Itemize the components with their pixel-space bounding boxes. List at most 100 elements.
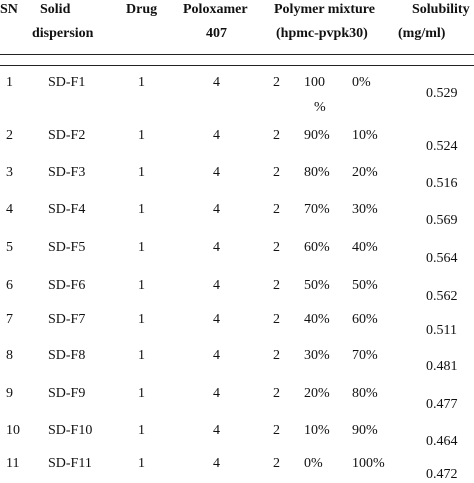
- table-cell-poloxamer: 4: [213, 165, 220, 180]
- header-polymer-mixture: Polymer mixture: [274, 2, 375, 17]
- header-solubility: Solubility: [412, 2, 470, 17]
- table-cell-drug: 1: [138, 386, 145, 401]
- table-cell-pvp: 90%: [352, 423, 378, 438]
- table-cell-hpmc: 80%: [304, 165, 330, 180]
- table-cell-solid-dispersion: SD-F6: [48, 278, 86, 293]
- header-dispersion: dispersion: [32, 26, 94, 41]
- header-solid: Solid: [40, 2, 71, 17]
- table-cell-hpmc: 50%: [304, 278, 330, 293]
- table-cell-mixture-ratio: 2: [273, 348, 280, 363]
- table-cell-drug: 1: [138, 165, 145, 180]
- table-cell-mixture-ratio: 2: [273, 240, 280, 255]
- table-cell-pvp: 0%: [352, 75, 371, 90]
- table-cell-solid-dispersion: SD-F5: [48, 240, 86, 255]
- table-cell-solubility: 0.511: [426, 323, 457, 338]
- table-cell-mixture-ratio: 2: [273, 128, 280, 143]
- table-cell-pvp: 10%: [352, 128, 378, 143]
- table-cell-sn: 7: [6, 312, 13, 327]
- table-cell-hpmc: 20%: [304, 386, 330, 401]
- header-hpmc-pvpk30: (hpmc-pvpk30): [276, 26, 368, 41]
- table-cell-solid-dispersion: SD-F1: [48, 75, 86, 90]
- table-cell-sn: 1: [6, 75, 13, 90]
- table-cell-pvp: 60%: [352, 312, 378, 327]
- table-cell-drug: 1: [138, 456, 145, 471]
- table-cell-solid-dispersion: SD-F3: [48, 165, 86, 180]
- table-cell-poloxamer: 4: [213, 75, 220, 90]
- table-cell-mixture-ratio: 2: [273, 456, 280, 471]
- table-cell-pvp: 30%: [352, 202, 378, 217]
- table-cell-hpmc: 60%: [304, 240, 330, 255]
- table-cell-poloxamer: 4: [213, 423, 220, 438]
- table-cell-solubility: 0.569: [426, 213, 458, 228]
- table-cell-solubility: 0.564: [426, 251, 458, 266]
- table-cell-pvp: 70%: [352, 348, 378, 363]
- table-cell-mixture-ratio: 2: [273, 278, 280, 293]
- table-cell-hpmc: 40%: [304, 312, 330, 327]
- table-cell-sn: 9: [6, 386, 13, 401]
- table-cell-drug: 1: [138, 75, 145, 90]
- table-cell-solid-dispersion: SD-F8: [48, 348, 86, 363]
- table-cell-solid-dispersion: SD-F4: [48, 202, 86, 217]
- table-cell-pvp: 80%: [352, 386, 378, 401]
- table-cell-mixture-ratio: 2: [273, 386, 280, 401]
- table-cell-mixture-ratio: 2: [273, 312, 280, 327]
- header-poloxamer-407: 407: [206, 26, 227, 41]
- table-cell-solubility: 0.562: [426, 289, 458, 304]
- table-cell-sn: 10: [6, 423, 20, 438]
- header-top-rule: [0, 54, 474, 55]
- table-cell-sn: 5: [6, 240, 13, 255]
- table-cell-solubility: 0.477: [426, 397, 458, 412]
- table-cell-drug: 1: [138, 312, 145, 327]
- table-cell-poloxamer: 4: [213, 240, 220, 255]
- table-cell-solubility: 0.516: [426, 176, 458, 191]
- table-cell-pvp: 40%: [352, 240, 378, 255]
- table-cell-sn: 2: [6, 128, 13, 143]
- table-cell-poloxamer: 4: [213, 348, 220, 363]
- table-cell-hpmc: 90%: [304, 128, 330, 143]
- table-cell-solid-dispersion: SD-F10: [48, 423, 93, 438]
- table-cell-sn: 4: [6, 202, 13, 217]
- table-cell-solubility: 0.464: [426, 434, 458, 449]
- table-cell-sn: 8: [6, 348, 13, 363]
- table-cell-solubility: 0.529: [426, 86, 458, 101]
- header-mg-ml: (mg/ml): [398, 26, 446, 41]
- table-cell-pvp: 20%: [352, 165, 378, 180]
- table-cell-hpmc: 10%: [304, 423, 330, 438]
- table-cell-mixture-ratio: 2: [273, 165, 280, 180]
- table-cell-poloxamer: 4: [213, 278, 220, 293]
- table-cell-mixture-ratio: 2: [273, 202, 280, 217]
- table-cell-drug: 1: [138, 128, 145, 143]
- table-cell-pvp: 100%: [352, 456, 385, 471]
- table-cell-solubility: 0.472: [426, 467, 458, 482]
- table-cell-solubility: 0.481: [426, 359, 458, 374]
- table-cell-hpmc: 0%: [304, 456, 323, 471]
- table-cell-drug: 1: [138, 202, 145, 217]
- header-drug: Drug: [126, 2, 158, 17]
- table-cell-drug: 1: [138, 423, 145, 438]
- table-cell-poloxamer: 4: [213, 312, 220, 327]
- table-cell-drug: 1: [138, 278, 145, 293]
- table-cell-poloxamer: 4: [213, 386, 220, 401]
- table-cell-mixture-ratio: 2: [273, 423, 280, 438]
- table-cell-hpmc: 70%: [304, 202, 330, 217]
- table-cell-drug: 1: [138, 240, 145, 255]
- table-cell-solid-dispersion: SD-F2: [48, 128, 86, 143]
- table-cell-solubility: 0.524: [426, 139, 458, 154]
- table-cell-mixture-ratio: 2: [273, 75, 280, 90]
- table-cell-solid-dispersion: SD-F9: [48, 386, 86, 401]
- table-cell-sn: 3: [6, 165, 13, 180]
- table-cell-hpmc: 30%: [304, 348, 330, 363]
- header-bottom-rule: [0, 65, 474, 66]
- table-cell-drug: 1: [138, 348, 145, 363]
- table-cell-poloxamer: 4: [213, 202, 220, 217]
- table-cell-solid-dispersion: SD-F11: [48, 456, 92, 471]
- table-cell-poloxamer: 4: [213, 456, 220, 471]
- table-cell-poloxamer: 4: [213, 128, 220, 143]
- header-sn: SN: [0, 2, 18, 17]
- table-cell-sn: 6: [6, 278, 13, 293]
- table-cell-hpmc-wrap: %: [314, 100, 326, 115]
- table-cell-sn: 11: [6, 456, 20, 471]
- header-poloxamer: Poloxamer: [183, 2, 248, 17]
- table-cell-pvp: 50%: [352, 278, 378, 293]
